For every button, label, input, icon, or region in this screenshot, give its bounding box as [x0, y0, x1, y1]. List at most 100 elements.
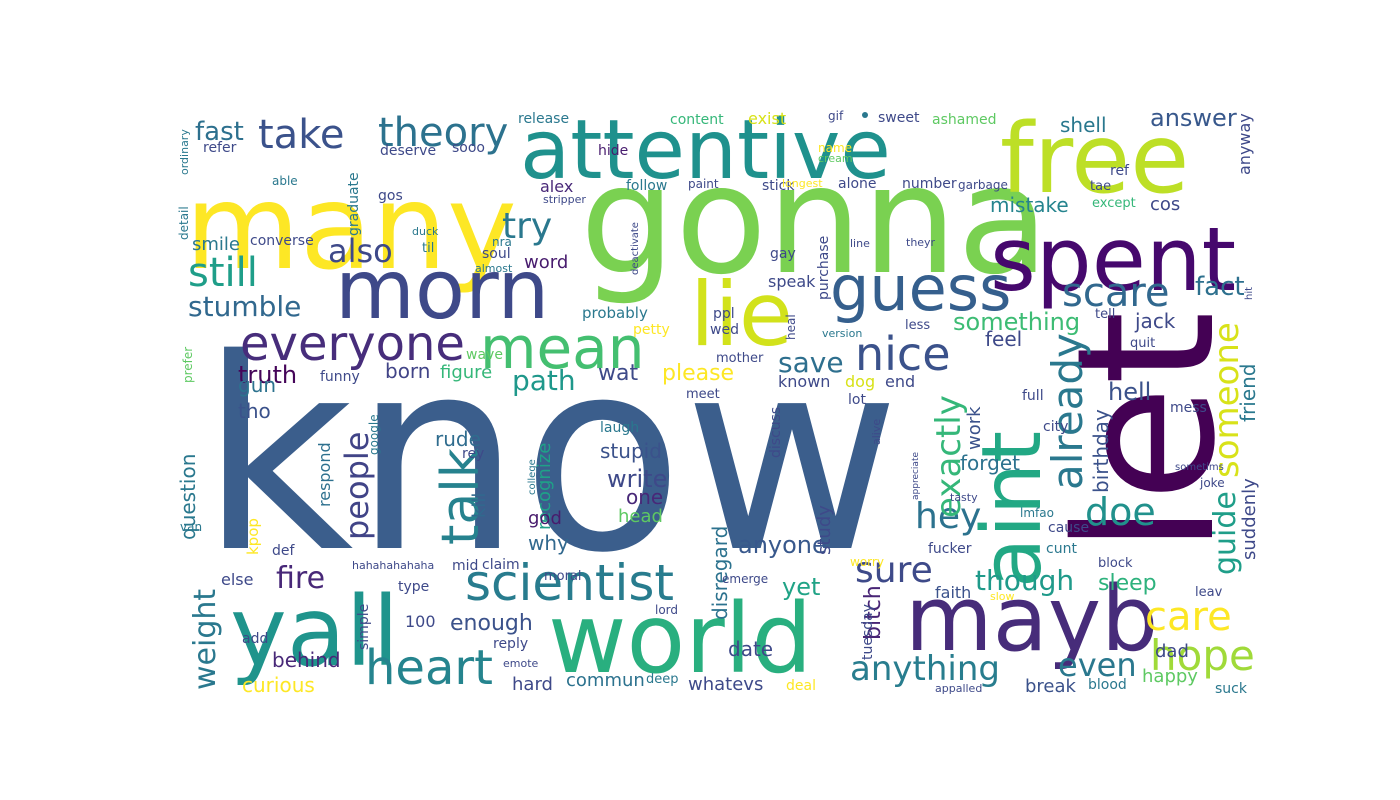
- word-word: word: [524, 252, 568, 273]
- word-tasty: tasty: [950, 491, 978, 504]
- word-disregard: disregard: [708, 526, 732, 620]
- word-def: def: [272, 543, 296, 559]
- word-exactly: exactly: [929, 395, 969, 518]
- word-tho: tho: [238, 399, 271, 423]
- word-morn: morn: [335, 243, 549, 338]
- word-deal: deal: [786, 678, 816, 694]
- word-less: less: [905, 318, 930, 333]
- word-alex: alex: [540, 177, 573, 196]
- word-lord: lord: [655, 603, 678, 617]
- word-still: still: [188, 250, 258, 296]
- word-truth: truth: [238, 361, 297, 389]
- word-sweet: sweet: [878, 110, 920, 126]
- word-talk: talk: [431, 448, 491, 545]
- word-mistake: mistake: [990, 193, 1069, 217]
- word-full: full: [1022, 388, 1044, 404]
- word-theory: theory: [378, 110, 508, 156]
- word-fucker: fucker: [928, 541, 972, 557]
- word-except: except: [1092, 196, 1136, 211]
- word-one: one: [626, 485, 663, 509]
- word-spent: spent: [990, 208, 1236, 311]
- word-kill: kill: [469, 493, 490, 518]
- word-mid: mid: [452, 558, 478, 574]
- word-discuss: discuss: [768, 407, 784, 458]
- word-graduate: graduate: [346, 172, 362, 236]
- word-number: number: [902, 176, 957, 192]
- word-doe: doe: [1085, 490, 1156, 534]
- word-hard: hard: [512, 674, 553, 695]
- word-cause: cause: [1048, 520, 1089, 536]
- word-lmfao: lmfao: [1020, 506, 1054, 520]
- word-bitch: bitch: [861, 585, 886, 640]
- word-appreciate: appreciate: [911, 452, 921, 500]
- word-sleep: sleep: [1098, 571, 1157, 596]
- word-though: though: [975, 564, 1074, 597]
- word-whatevs: whatevs: [688, 674, 763, 695]
- word-anything: anything: [850, 649, 1000, 689]
- word-meet: meet: [686, 387, 720, 402]
- word-emote: emote: [503, 657, 539, 670]
- word-heart: heart: [365, 640, 493, 696]
- word-city: city: [1043, 419, 1068, 435]
- word-google: google: [367, 414, 381, 455]
- word-save: save: [778, 346, 844, 379]
- word-tell: tell: [1095, 307, 1115, 322]
- word-let: let: [1036, 311, 1257, 555]
- word-deserve: deserve: [380, 143, 436, 159]
- word-wat: wat: [598, 361, 638, 386]
- word-petty: petty: [633, 322, 670, 338]
- word-born: born: [385, 359, 430, 383]
- word-scare: scare: [1062, 270, 1170, 316]
- word-exist: exist: [748, 109, 786, 128]
- word-alone: alone: [838, 176, 877, 192]
- word-date: date: [728, 637, 773, 661]
- word-quit: quit: [1130, 336, 1155, 351]
- word-everyone: everyone: [240, 316, 465, 372]
- word-version: version: [822, 327, 862, 340]
- word-attentive: attentive: [520, 103, 891, 198]
- word-stripper: stripper: [543, 193, 586, 206]
- word-take: take: [258, 112, 345, 158]
- word-friend: friend: [1236, 364, 1260, 423]
- word-hahahahahaha: hahahahahaha: [352, 559, 434, 572]
- word-duck: duck: [412, 225, 439, 238]
- word-please: please: [662, 361, 734, 386]
- word-deep: deep: [646, 672, 679, 687]
- word-purchase: purchase: [816, 236, 832, 300]
- word-sooo: sooo: [452, 140, 485, 156]
- word-ppl: ppl: [713, 306, 735, 322]
- word-respond: respond: [315, 442, 334, 507]
- word-cunt: cunt: [1046, 541, 1077, 557]
- word-content: content: [670, 112, 724, 128]
- word-someone: someone: [1207, 322, 1247, 478]
- word-joke: joke: [1199, 476, 1225, 490]
- word-moral: moral: [544, 569, 582, 584]
- word-college: college: [527, 459, 538, 495]
- word-blood: blood: [1088, 677, 1127, 693]
- word-world: world: [548, 583, 812, 695]
- word-sure: sure: [855, 550, 933, 591]
- word-fact: fact: [1195, 272, 1245, 302]
- word-know: know: [200, 303, 900, 611]
- word-yall: yall: [230, 576, 399, 688]
- word-path: path: [512, 364, 576, 397]
- word-people: people: [338, 432, 376, 540]
- word-paint: paint: [688, 177, 719, 191]
- word-speak: speak: [768, 272, 816, 291]
- word-100: 100: [405, 612, 436, 631]
- word-study: study: [814, 505, 835, 555]
- word-head: head: [618, 506, 663, 527]
- word-cream: cream: [818, 152, 853, 165]
- word-gonna: gonna: [580, 134, 1049, 308]
- word-jack: jack: [1134, 309, 1176, 333]
- word-hey: hey: [915, 496, 981, 537]
- word-enough: enough: [450, 611, 533, 636]
- word-wave: wave: [466, 347, 503, 363]
- word-ordinary: ordinary: [178, 129, 191, 175]
- word-anyway: anyway: [1235, 113, 1254, 175]
- word-probably: probably: [582, 304, 648, 322]
- dot-mark: [862, 112, 868, 118]
- word-til: til: [422, 241, 434, 256]
- word-work: work: [964, 406, 985, 450]
- word-shell: shell: [1060, 113, 1107, 137]
